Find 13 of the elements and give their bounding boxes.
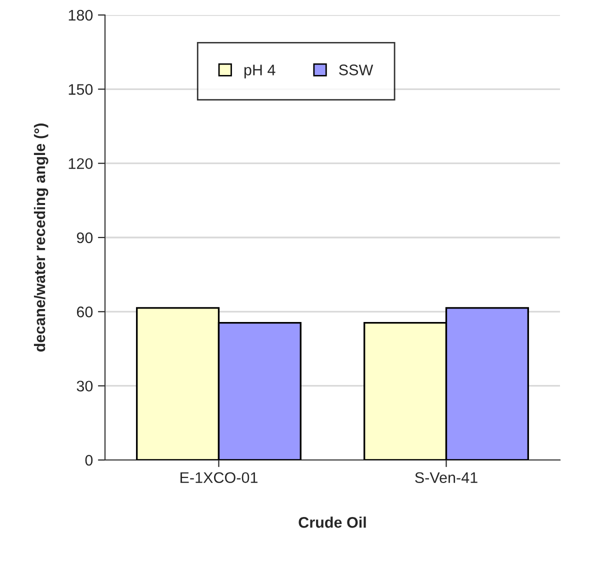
x-tick-label: E-1XCO-01 bbox=[180, 472, 258, 484]
y-tick-label: 180 bbox=[68, 10, 93, 21]
x-axis-title: Crude Oil bbox=[298, 516, 366, 528]
y-tick-label: 60 bbox=[76, 306, 93, 318]
y-tick-label: 120 bbox=[68, 158, 93, 170]
x-tick-label: S-Ven-41 bbox=[415, 472, 478, 484]
legend-label: pH 4 bbox=[244, 64, 276, 78]
y-tick-label: 30 bbox=[76, 380, 93, 392]
y-axis-title: decane/water receding angle (°) bbox=[34, 124, 48, 352]
y-tick-label: 0 bbox=[85, 454, 93, 466]
legend-label: SSW bbox=[339, 64, 374, 76]
y-tick-label: 90 bbox=[76, 232, 93, 244]
y-tick-label: 150 bbox=[68, 84, 93, 95]
